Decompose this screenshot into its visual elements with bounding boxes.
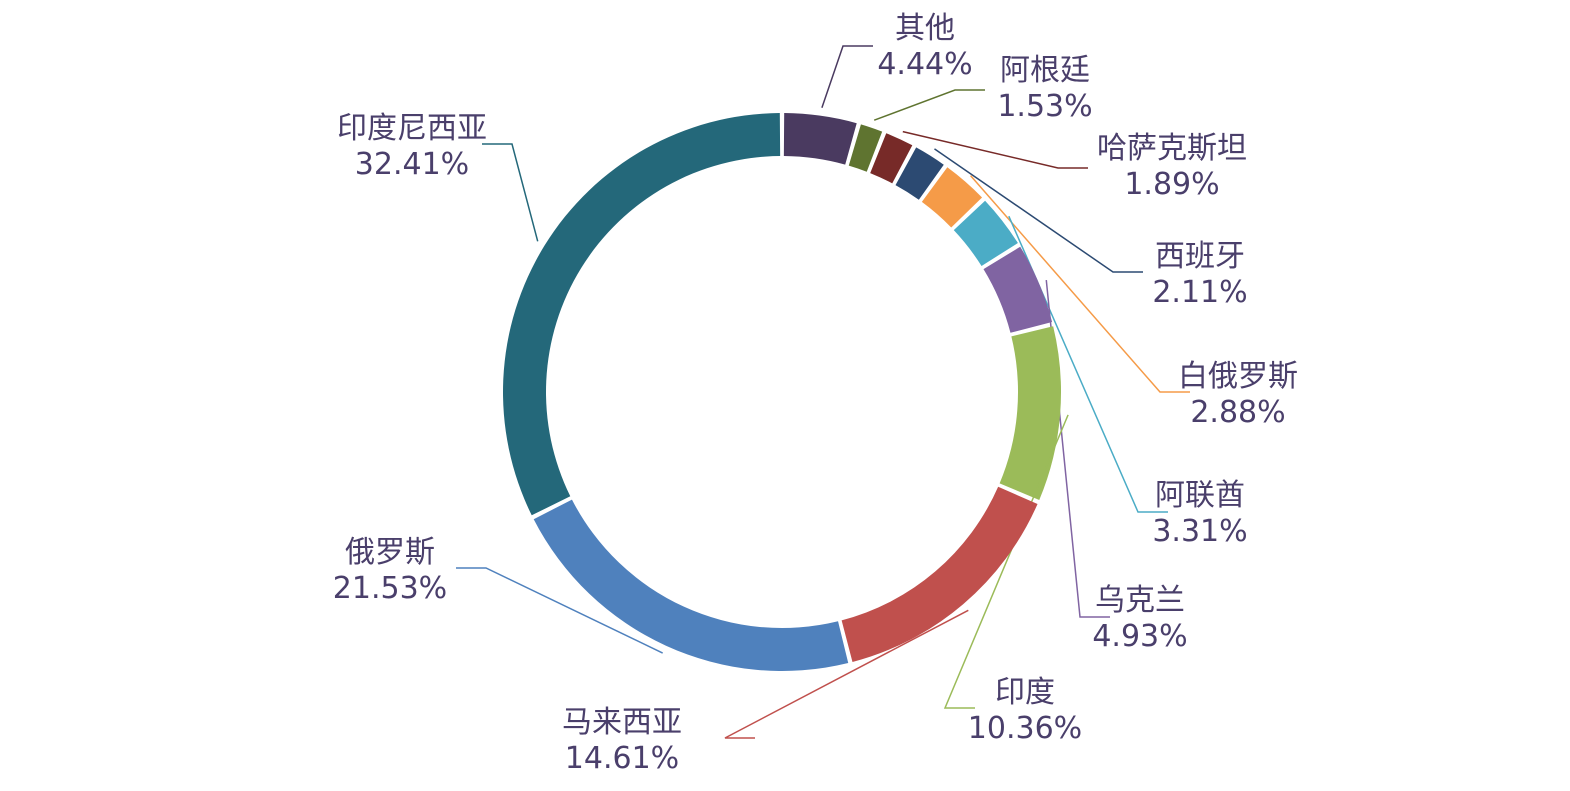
donut-slice	[841, 486, 1038, 662]
donut-slice	[983, 246, 1053, 333]
leader-line	[902, 130, 1088, 169]
donut-slice	[953, 200, 1018, 266]
donut-slice	[848, 124, 883, 172]
slice-value-label: 3.31%	[1152, 514, 1247, 549]
donut-slice	[895, 147, 944, 200]
slice-value-label: 1.89%	[1124, 167, 1219, 202]
leader-line	[1045, 280, 1110, 618]
slice-label: 印度	[995, 675, 1055, 710]
slice-value-label: 2.88%	[1190, 395, 1285, 430]
slice-label: 乌克兰	[1095, 583, 1185, 618]
leader-line	[873, 89, 985, 121]
leader-line	[724, 609, 969, 739]
donut-slice	[783, 113, 857, 165]
leader-line	[970, 175, 1190, 393]
slice-label: 俄罗斯	[345, 535, 435, 570]
leader-line	[1008, 215, 1168, 513]
slice-value-label: 14.61%	[565, 741, 679, 776]
donut-slice	[999, 326, 1061, 500]
slice-value-label: 21.53%	[333, 571, 447, 606]
donut-slice	[870, 133, 913, 184]
slice-label: 哈萨克斯坦	[1097, 131, 1247, 166]
slice-label: 其他	[895, 11, 955, 46]
donut-slice	[533, 499, 849, 671]
slice-value-label: 1.53%	[997, 89, 1092, 124]
leader-line	[934, 148, 1143, 273]
slice-value-label: 10.36%	[968, 711, 1082, 746]
donut-slice	[921, 167, 983, 228]
slice-value-label: 4.93%	[1092, 619, 1187, 654]
slice-label: 白俄罗斯	[1178, 359, 1298, 394]
leader-line	[456, 567, 663, 654]
slice-label: 马来西亚	[562, 705, 682, 740]
slice-value-label: 32.41%	[355, 147, 469, 182]
donut-slice	[503, 113, 781, 516]
slice-label: 阿根廷	[1000, 53, 1090, 88]
slice-label: 印度尼西亚	[337, 111, 487, 146]
slice-value-label: 4.44%	[877, 47, 972, 82]
slice-label: 西班牙	[1155, 239, 1245, 274]
leader-line	[821, 45, 873, 109]
slice-label: 阿联酋	[1155, 478, 1245, 513]
slice-value-label: 2.11%	[1152, 275, 1247, 310]
leader-line	[482, 143, 539, 242]
